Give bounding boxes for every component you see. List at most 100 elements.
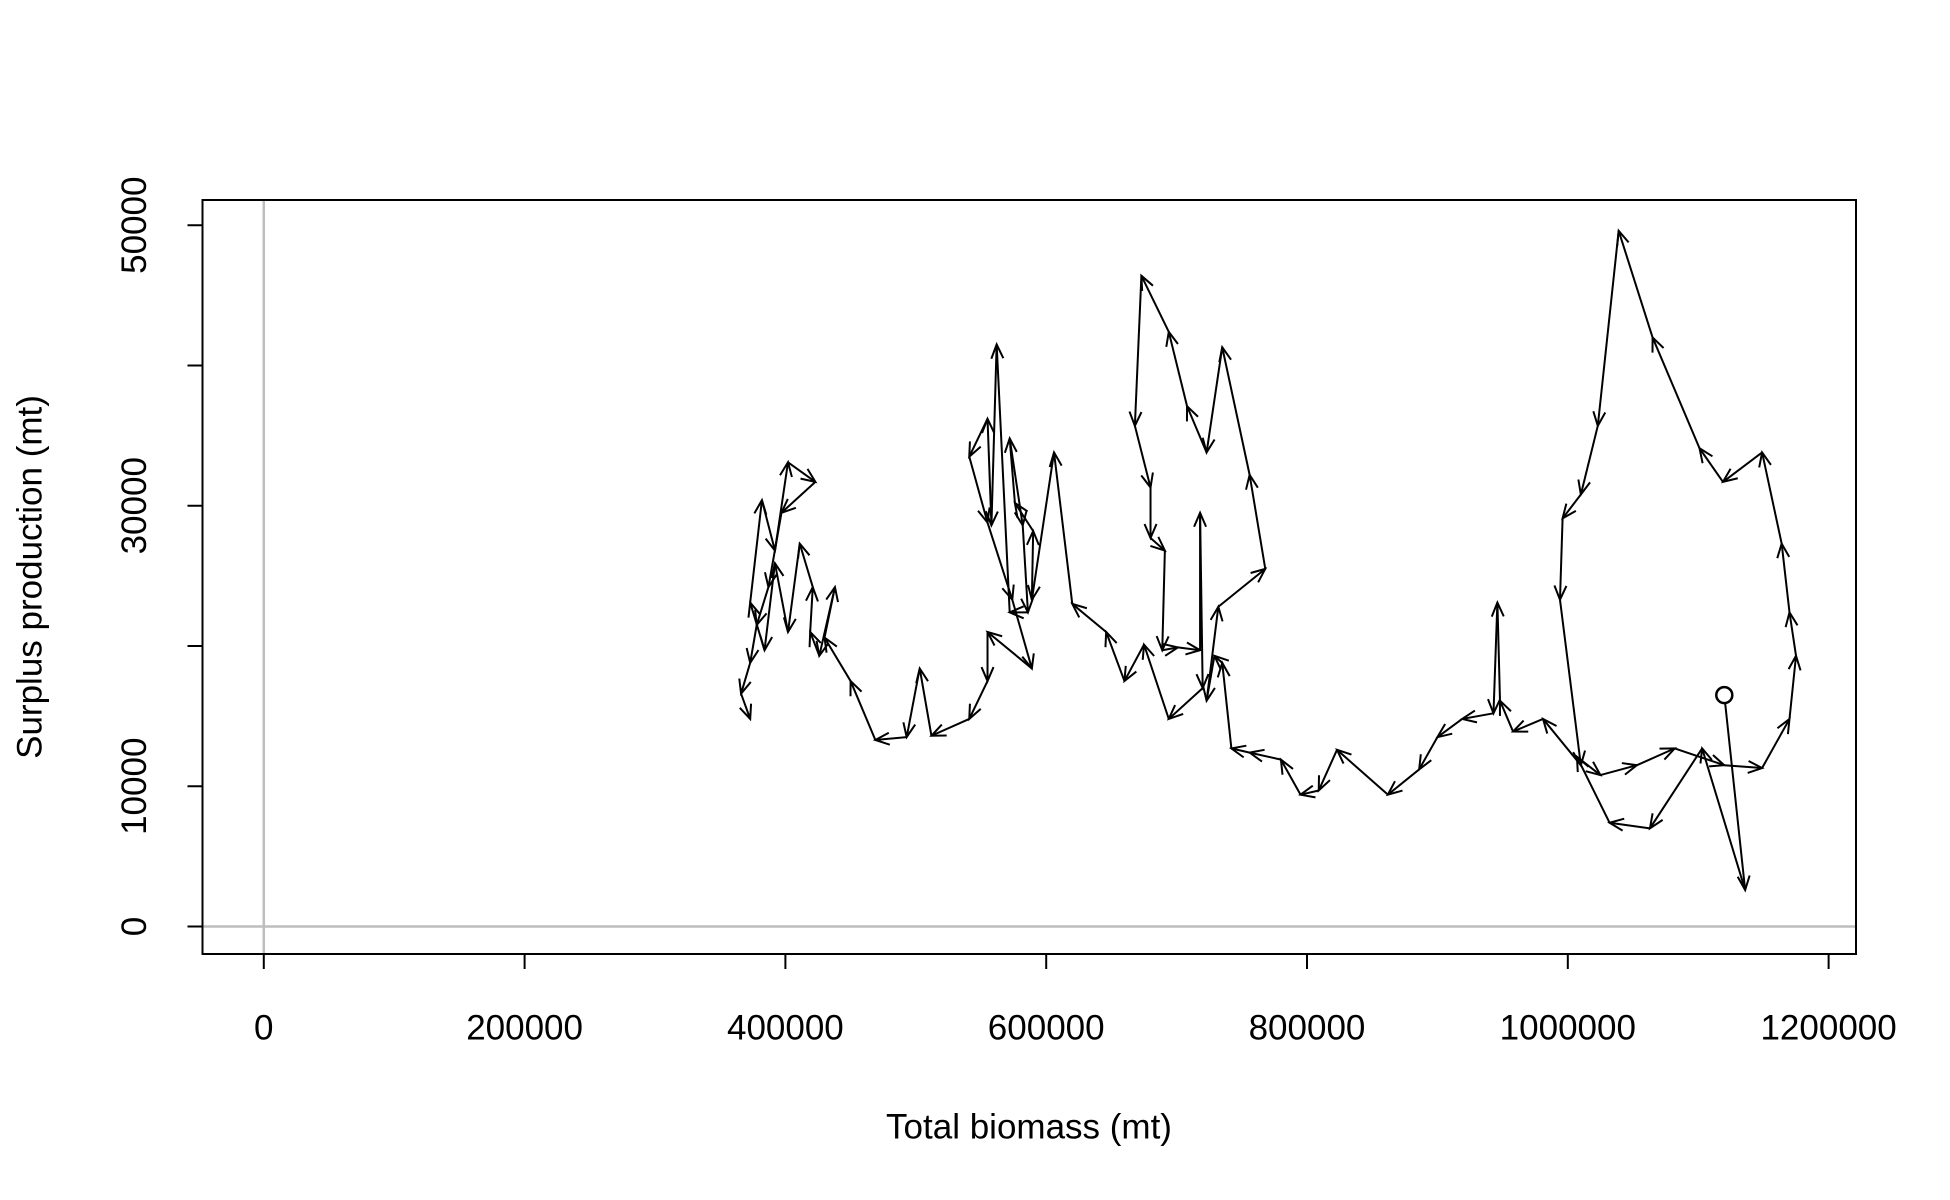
trajectory-arrow (739, 693, 753, 722)
trajectory-arrow (1128, 275, 1143, 429)
trajectory-arrow (1216, 660, 1233, 749)
trajectory-arrow (1674, 747, 1727, 768)
trajectory-arrow (1217, 567, 1268, 608)
trajectory-arrow (985, 630, 1033, 670)
trajectory-arrow (797, 541, 814, 588)
trajectory-arrow (1541, 716, 1582, 766)
trajectory-arrow (1592, 230, 1620, 429)
trajectory-arrow (1162, 642, 1181, 657)
trajectory-arrow (1013, 500, 1035, 532)
trajectory-arrow (1123, 644, 1145, 684)
x-tick-label: 400000 (727, 1008, 844, 1047)
trajectory-arrow (1245, 472, 1267, 570)
trajectory-arrow (1025, 528, 1040, 600)
trajectory-arrow (1510, 718, 1544, 733)
y-tick-label: 0 (115, 917, 154, 936)
trajectory-arrow (1724, 760, 1765, 774)
trajectory-arrow (1776, 541, 1791, 613)
trajectory-arrow (929, 718, 970, 737)
trajectory-arrow (1498, 698, 1514, 732)
x-tick-label: 1200000 (1760, 1008, 1896, 1047)
trajectory-arrow (1787, 653, 1802, 720)
trajectory-arrow (1070, 602, 1107, 633)
trajectory-arrow (1008, 438, 1028, 528)
trajectory-arrow (1459, 709, 1494, 724)
trajectory-arrow (815, 586, 836, 659)
trajectory-arrow (749, 497, 768, 603)
trajectory-arrow (1195, 512, 1210, 691)
trajectory-arrow (1600, 762, 1640, 777)
trajectory-arrow (1435, 718, 1463, 739)
trajectory-arrow (915, 665, 933, 736)
start-point (1715, 685, 1734, 705)
trajectory-arrow (1761, 716, 1791, 769)
trajectory-arrow (763, 512, 783, 590)
x-tick-label: 600000 (988, 1008, 1105, 1047)
trajectory-arrow (968, 418, 989, 459)
trajectory-arrow (1487, 602, 1501, 716)
trajectory-arrow (968, 680, 989, 722)
trajectory-arrow (754, 586, 770, 628)
trajectory-arrow (1723, 694, 1751, 893)
trajectory-arrow (738, 662, 752, 697)
trajectory-arrow (984, 344, 999, 528)
y-axis-title: Surplus production (mt) (10, 395, 49, 759)
trajectory-arrow (1317, 749, 1338, 793)
trajectory-arrow (1165, 329, 1189, 407)
trajectory-arrow (1104, 629, 1126, 682)
trajectory-arrow (1298, 784, 1319, 799)
trajectory-arrow (1166, 687, 1204, 721)
y-tick-label: 10000 (115, 738, 154, 835)
trajectory-arrow (1784, 609, 1799, 656)
trajectory-arrow (1417, 736, 1439, 772)
trajectory-arrow (1247, 748, 1282, 763)
trajectory-arrow (1698, 446, 1724, 483)
trajectory-arrow (770, 560, 789, 633)
trajectory-arrow (760, 499, 779, 554)
trajectory-arrow (823, 635, 852, 682)
trajectory-arrow (1205, 604, 1224, 701)
trajectory-arrow (1575, 754, 1611, 824)
trajectory-arrow (1651, 335, 1701, 449)
y-tick-label: 30000 (115, 457, 154, 554)
trajectory-arrow (1201, 347, 1224, 455)
trajectory-arrow (968, 456, 991, 526)
trajectory-arrow (1228, 744, 1250, 759)
trajectory-arrow (1048, 449, 1074, 605)
x-tick-label: 200000 (466, 1008, 583, 1047)
trajectory-arrow (1699, 745, 1747, 891)
trajectory-arrow (1212, 654, 1230, 671)
trajectory-arrow (1011, 599, 1035, 671)
trajectory-arrow (1141, 642, 1170, 720)
trajectory-arrow (1490, 599, 1505, 701)
trajectory-arrow (808, 629, 822, 657)
y-tick-label: 50000 (115, 177, 154, 274)
trajectory-arrow (849, 678, 877, 741)
trajectory-arrow (981, 416, 995, 526)
plot-frame (201, 199, 1857, 955)
trajectory-arrow (1553, 518, 1568, 603)
trajectory-arrow (1758, 449, 1783, 544)
trajectory-arrow (1185, 403, 1208, 453)
trajectory-arrow (1155, 550, 1170, 653)
trajectory-arrow (1577, 425, 1599, 497)
x-tick-label: 1000000 (1500, 1008, 1636, 1047)
trajectory-arrow (1279, 757, 1302, 796)
trajectory-arrow (1027, 452, 1056, 603)
trajectory-arrow (990, 341, 1011, 613)
trajectory-arrow (872, 731, 907, 746)
trajectory-arrow (1607, 817, 1651, 832)
trajectory-arrow (779, 481, 817, 515)
trajectory-arrow (986, 522, 1015, 603)
trajectory-arrow (1218, 344, 1251, 476)
trajectory-arrow (902, 668, 921, 740)
trajectory-arrow (1636, 747, 1678, 767)
trajectory-arrow (1149, 536, 1167, 553)
trajectory-arrow (1385, 768, 1420, 797)
trajectory-arrow (805, 584, 819, 633)
trajectory-arrow (1558, 599, 1587, 768)
trajectory-arrow (1616, 228, 1654, 338)
trajectory-arrow (1140, 273, 1170, 333)
trajectory-arrow (787, 461, 818, 484)
